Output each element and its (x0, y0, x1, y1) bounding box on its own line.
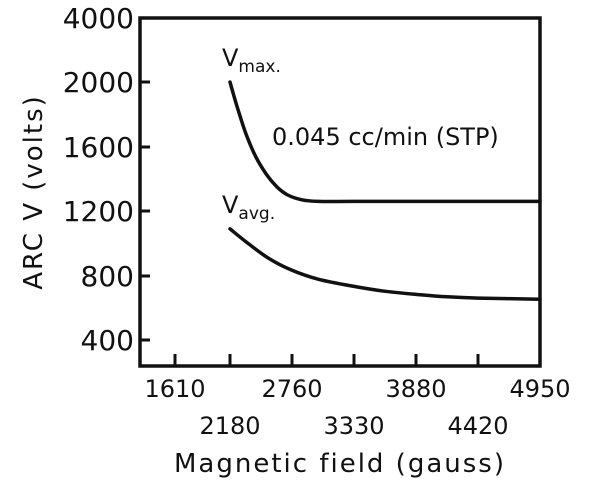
x-tick-label: 1610 (144, 375, 205, 403)
series-line-vmax (228, 80, 542, 204)
x-tick-label: 3880 (385, 375, 446, 403)
series-label-vmax: Vmax. (222, 44, 281, 77)
series-label-vavg: Vavg. (222, 191, 275, 224)
y-tick-label: 1600 (63, 131, 134, 164)
y-tick-label: 400 (81, 324, 134, 357)
annotation-flow-rate: 0.045 cc/min (STP) (272, 123, 499, 151)
x-tick-label: 2180 (199, 412, 260, 440)
x-tick-label: 4950 (509, 375, 570, 403)
y-axis-ticks: 400 800 1200 1600 2000 4000 (63, 2, 150, 357)
plot-frame (138, 16, 542, 368)
x-tick-label: 2760 (261, 375, 322, 403)
y-tick-label: 2000 (63, 66, 134, 99)
x-tick-label: 4420 (447, 412, 508, 440)
y-tick-label: 4000 (63, 2, 134, 35)
y-tick-label: 1200 (63, 195, 134, 228)
x-axis-title: Magnetic field (gauss) (174, 449, 506, 479)
y-axis-title: ARC V (volts) (19, 94, 49, 290)
series-group: Vmax. Vavg. (222, 44, 542, 301)
y-tick-label: 800 (81, 260, 134, 293)
x-tick-label: 3330 (323, 412, 384, 440)
series-line-vavg (228, 227, 542, 301)
